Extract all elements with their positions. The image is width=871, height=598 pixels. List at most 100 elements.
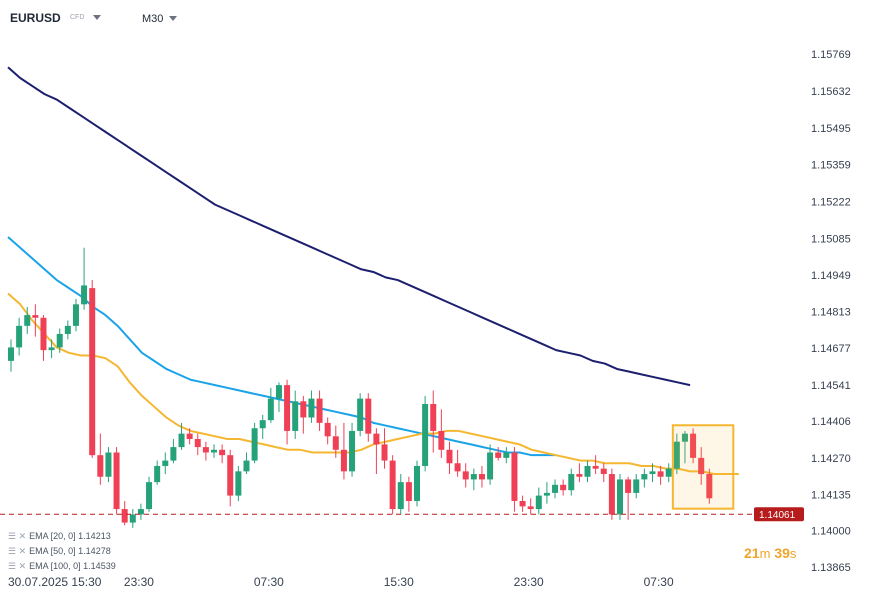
y-tick-label: 1.14949 <box>811 270 851 282</box>
candle <box>600 463 607 483</box>
candle <box>552 479 559 499</box>
candle <box>219 444 226 464</box>
candle-body <box>487 452 494 480</box>
candle-body <box>535 495 542 510</box>
candle-body <box>227 455 234 496</box>
candle-body <box>235 471 242 496</box>
legend-ema-100-label: EMA [100, 0] <box>29 561 81 571</box>
candle-body <box>405 482 412 501</box>
legend-ema-100[interactable]: ☰ ✕ EMA [100, 0] 1.14539 <box>8 561 116 572</box>
candle <box>357 393 364 437</box>
candle-body <box>373 433 380 445</box>
candle <box>673 433 680 475</box>
candle <box>446 441 453 475</box>
candle-body <box>584 465 591 477</box>
candle <box>462 463 469 488</box>
x-tick-label: 23:30 <box>514 575 544 589</box>
candle <box>397 474 404 515</box>
candle-body <box>267 398 274 421</box>
candle-body <box>568 474 575 491</box>
candle-body <box>527 506 534 510</box>
candle-body <box>40 317 47 351</box>
candle-body <box>438 430 445 450</box>
candle <box>560 479 567 496</box>
candle <box>211 444 217 458</box>
candle <box>243 452 250 475</box>
symbol-selector[interactable]: EURUSD <box>10 11 61 25</box>
candle <box>89 280 96 458</box>
candle <box>121 500 128 526</box>
candle-body <box>16 325 23 348</box>
candle <box>543 482 550 504</box>
candle-body <box>32 315 39 318</box>
candle <box>251 422 258 464</box>
candle <box>430 390 437 453</box>
timeframe-dropdown-icon[interactable] <box>169 16 177 21</box>
legend-ema-20[interactable]: ☰ ✕ EMA [20, 0] 1.14213 <box>8 531 111 542</box>
settings-icon[interactable]: ☰ ✕ <box>8 531 27 541</box>
candle <box>332 425 339 458</box>
candle <box>300 395 307 434</box>
candle-body <box>8 347 14 361</box>
candle <box>665 463 672 483</box>
candle <box>617 474 623 520</box>
candle <box>56 328 63 353</box>
settings-icon[interactable]: ☰ ✕ <box>8 546 27 556</box>
current-price-tag: 1.14061 <box>754 507 804 522</box>
y-tick-label: 1.14813 <box>811 307 851 319</box>
candle-body <box>706 474 713 499</box>
settings-icon[interactable]: ☰ ✕ <box>8 561 27 571</box>
y-tick-label: 1.15085 <box>811 233 851 245</box>
candle-body <box>259 420 266 429</box>
candle-body <box>673 441 680 469</box>
candle <box>535 487 542 515</box>
candle-body <box>690 433 697 458</box>
candle <box>105 447 112 483</box>
candle-body <box>519 500 526 507</box>
candle-body <box>316 398 323 423</box>
candle <box>113 447 120 515</box>
candle-body <box>430 403 437 431</box>
ema-100-line <box>7 66 691 387</box>
candle <box>8 339 14 372</box>
candle <box>154 460 161 485</box>
y-axis: 1.15769 1.15632 1.15495 1.15359 1.15222 1.150… <box>811 49 851 574</box>
candle-body <box>592 465 599 469</box>
candle-body <box>665 468 672 477</box>
candle-body <box>511 452 518 501</box>
candle-body <box>324 422 331 437</box>
candle-body <box>357 398 364 431</box>
candle-body <box>698 457 705 475</box>
candle-body <box>137 509 144 515</box>
x-tick-label: 15:30 <box>384 575 414 589</box>
candle <box>470 468 477 491</box>
candle-body <box>503 452 510 458</box>
legend-ema-20-label: EMA [20, 0] <box>29 531 76 541</box>
candle <box>259 414 266 440</box>
candle <box>178 422 185 450</box>
candle-body <box>608 474 615 515</box>
candle <box>308 390 315 423</box>
candle <box>32 304 39 337</box>
candle-body <box>478 474 485 480</box>
candle-body <box>552 484 559 493</box>
ema-50-line <box>7 236 557 457</box>
candle-body <box>470 474 477 480</box>
candle-body <box>462 471 469 480</box>
legend-ema-100-value: 1.14539 <box>83 561 116 571</box>
candle <box>235 465 242 501</box>
candle <box>438 409 445 458</box>
candle <box>698 447 705 485</box>
candle <box>495 447 502 461</box>
candle-body <box>625 479 632 493</box>
legend-ema-20-value: 1.14213 <box>78 531 111 541</box>
candle-body <box>381 444 388 461</box>
ema-20-line <box>7 292 739 476</box>
candle <box>227 449 234 507</box>
symbol-dropdown-icon[interactable] <box>93 15 101 20</box>
legend-ema-50[interactable]: ☰ ✕ EMA [50, 0] 1.14278 <box>8 546 111 557</box>
timeframe-selector[interactable]: M30 <box>142 13 164 25</box>
x-tick-label: 23:30 <box>124 575 154 589</box>
candle <box>706 468 713 504</box>
